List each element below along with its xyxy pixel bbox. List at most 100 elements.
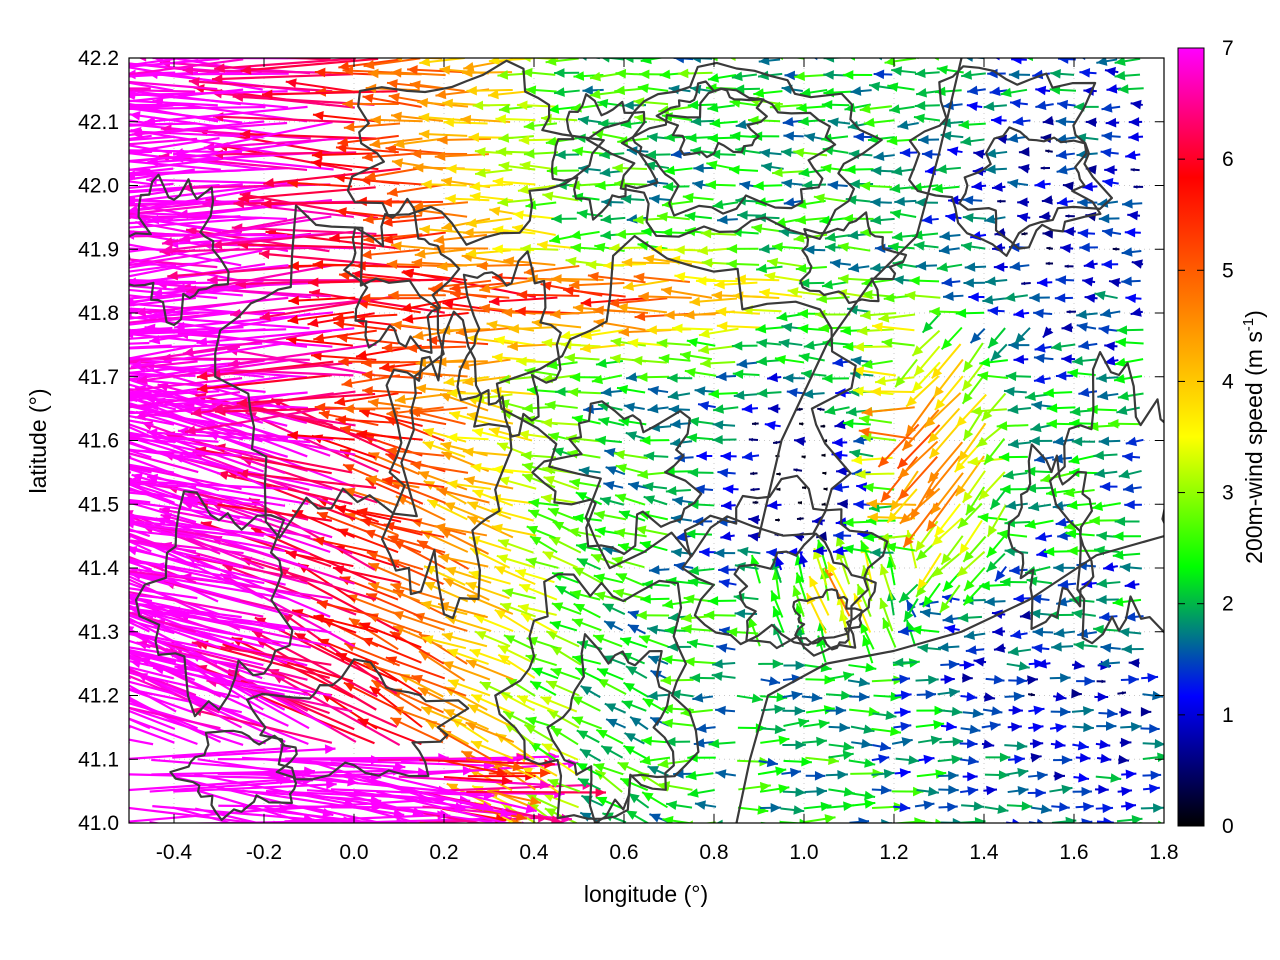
wind-vector	[359, 293, 421, 304]
wind-vector	[981, 721, 1001, 731]
wind-vector	[542, 191, 579, 202]
wind-vector	[871, 754, 890, 764]
wind-vector	[1133, 185, 1144, 189]
wind-vector	[402, 312, 469, 324]
wind-vector	[758, 659, 784, 669]
wind-vector	[853, 342, 893, 352]
wind-vector	[129, 650, 177, 664]
wind-vector	[821, 453, 826, 458]
wind-vector	[813, 193, 848, 203]
wind-vector	[1094, 468, 1118, 479]
wind-vector	[1117, 84, 1144, 94]
wind-vector	[918, 735, 942, 746]
wind-vector	[571, 618, 602, 632]
wind-vector	[621, 257, 670, 268]
wind-vector	[993, 643, 1006, 653]
wind-vector	[1025, 483, 1052, 494]
wind-vector	[803, 801, 832, 812]
wind-vector	[823, 70, 847, 80]
wind-vector	[1094, 290, 1118, 301]
wind-vector	[967, 85, 986, 96]
wind-vector	[783, 131, 804, 141]
wind-vector	[1121, 769, 1137, 780]
wind-vector	[733, 592, 759, 603]
wind-vector	[614, 493, 646, 506]
wind-vector	[238, 186, 376, 203]
wind-vector	[870, 547, 894, 558]
wind-vector	[1105, 117, 1120, 128]
wind-vector	[747, 532, 761, 542]
wind-vector	[1035, 100, 1054, 111]
wind-vector	[682, 192, 714, 203]
wind-vector	[520, 612, 558, 634]
wind-vector	[605, 466, 626, 476]
wind-vector	[129, 58, 220, 68]
contour-line	[550, 93, 659, 221]
wind-vector	[751, 421, 759, 426]
wind-vector	[636, 610, 670, 621]
wind-vector	[1072, 786, 1092, 797]
wind-vector	[733, 84, 760, 94]
wind-vector	[443, 775, 513, 786]
wind-vector	[360, 248, 420, 260]
wind-vector	[692, 693, 714, 703]
wind-vector	[805, 675, 835, 685]
wind-vector	[778, 338, 803, 349]
wind-vector	[891, 166, 915, 176]
wind-vector	[441, 217, 491, 231]
wind-vector	[285, 549, 354, 568]
wind-vector	[637, 83, 669, 94]
wind-vector	[0, 524, 128, 551]
wind-vector	[960, 691, 978, 702]
wind-vector	[918, 134, 940, 145]
wind-vector	[1093, 450, 1118, 461]
wind-vector	[493, 335, 536, 347]
wind-vector	[940, 721, 957, 732]
wind-vector	[1118, 469, 1142, 479]
wind-vector	[955, 308, 985, 319]
wind-vector	[1096, 578, 1121, 589]
wind-vector	[1082, 181, 1098, 192]
wind-vector	[998, 452, 1028, 462]
wind-vector	[129, 452, 199, 474]
wind-vector	[793, 468, 803, 472]
wind-vector	[822, 471, 827, 476]
wind-vector	[871, 768, 895, 779]
wind-vector	[370, 115, 423, 125]
wind-vector	[1029, 436, 1053, 446]
wind-vector	[318, 410, 379, 427]
wind-vector	[608, 297, 668, 308]
wind-vector	[129, 567, 241, 587]
wind-vector	[564, 353, 600, 363]
wind-vector	[615, 229, 648, 240]
wind-vector	[958, 519, 983, 556]
wind-vector	[667, 373, 693, 383]
wind-vector	[1084, 293, 1098, 303]
wind-vector	[1049, 673, 1071, 683]
wind-vector	[1040, 166, 1050, 170]
wind-vector	[787, 287, 826, 297]
wind-vector	[610, 337, 646, 347]
wind-vector	[798, 167, 826, 178]
wind-vector	[381, 216, 445, 227]
wind-vector	[0, 201, 127, 229]
wind-vector	[129, 423, 265, 473]
wind-vector	[1034, 179, 1051, 190]
wind-vector	[664, 132, 691, 143]
wind-vector	[134, 393, 289, 421]
wind-vector	[129, 102, 150, 109]
wind-vector	[129, 198, 150, 202]
wind-vector	[236, 392, 376, 408]
wind-vector	[1104, 165, 1118, 175]
wind-vector	[1062, 181, 1074, 191]
wind-vector	[716, 214, 738, 225]
wind-vector	[1009, 565, 1028, 576]
wind-vector	[688, 565, 715, 576]
wind-vector	[527, 509, 558, 523]
wind-vector	[797, 324, 827, 334]
wind-vector	[419, 58, 465, 67]
wind-vector	[416, 539, 470, 570]
y-tick-label: 41.8	[78, 302, 119, 325]
wind-vector	[147, 152, 311, 167]
wind-vector	[641, 791, 668, 809]
